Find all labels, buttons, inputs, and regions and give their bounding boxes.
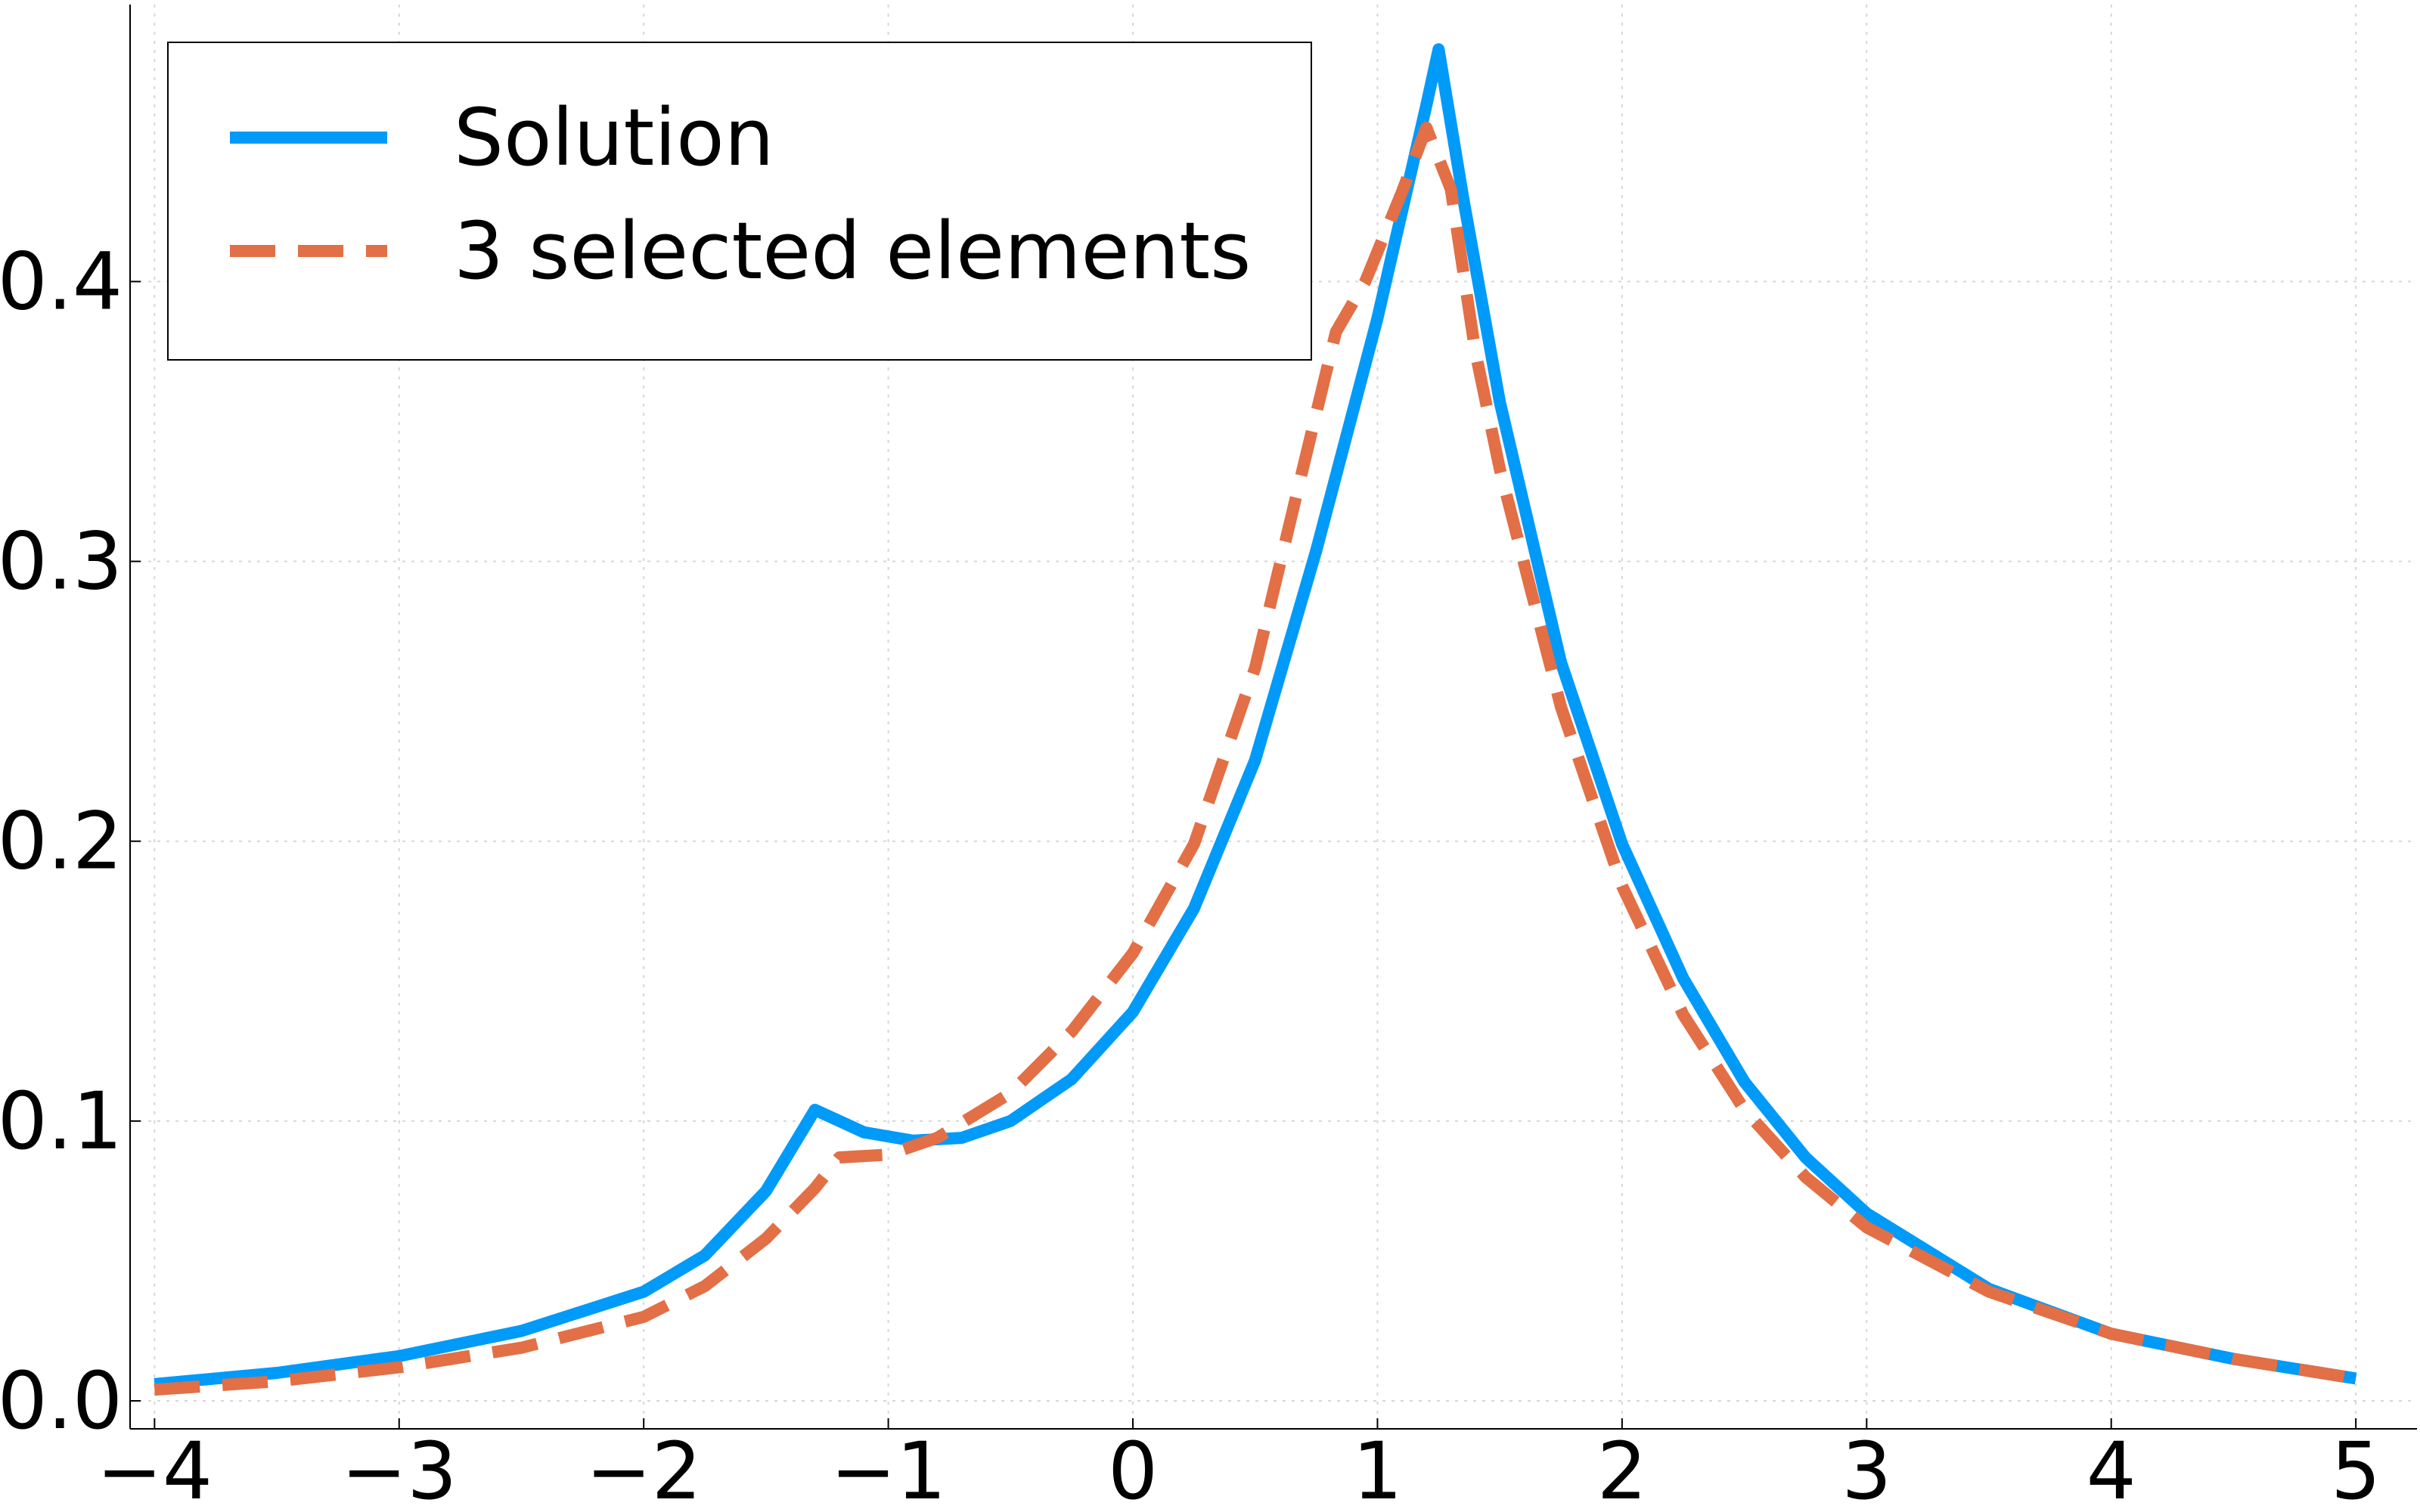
series — [154, 43, 2357, 1396]
x-tick-label: 1 — [1352, 1425, 1402, 1512]
x-tick-label: −2 — [586, 1425, 702, 1512]
series-line — [154, 43, 2357, 1390]
x-tick-label: −4 — [97, 1425, 213, 1512]
series-line — [154, 121, 2357, 1396]
x-tick-label: 4 — [2086, 1425, 2136, 1512]
x-tick-label: 5 — [2331, 1425, 2381, 1512]
x-tick-label: 2 — [1597, 1425, 1647, 1512]
x-tick-label: 0 — [1108, 1425, 1158, 1512]
tick-labels: −4 −3 −2 −1 0 1 2 3 4 5 0.0 0.1 0.2 0.3 0.4 — [0, 235, 2381, 1512]
y-tick-label: 0.1 — [0, 1075, 123, 1167]
x-tick-label: −1 — [830, 1425, 946, 1512]
legend-box — [167, 42, 1312, 361]
x-tick-label: −3 — [341, 1425, 457, 1512]
legend: Solution 3 selected elements — [167, 42, 1312, 361]
legend-label: Solution — [454, 91, 774, 184]
y-tick-label: 0.3 — [0, 516, 123, 608]
legend-label: 3 selected elements — [454, 205, 1251, 297]
y-tick-label: 0.2 — [0, 795, 123, 888]
axes — [129, 5, 2417, 1430]
y-tick-label: 0.4 — [0, 235, 123, 327]
x-tick-label: 3 — [1841, 1425, 1891, 1512]
y-tick-label: 0.0 — [0, 1355, 123, 1447]
